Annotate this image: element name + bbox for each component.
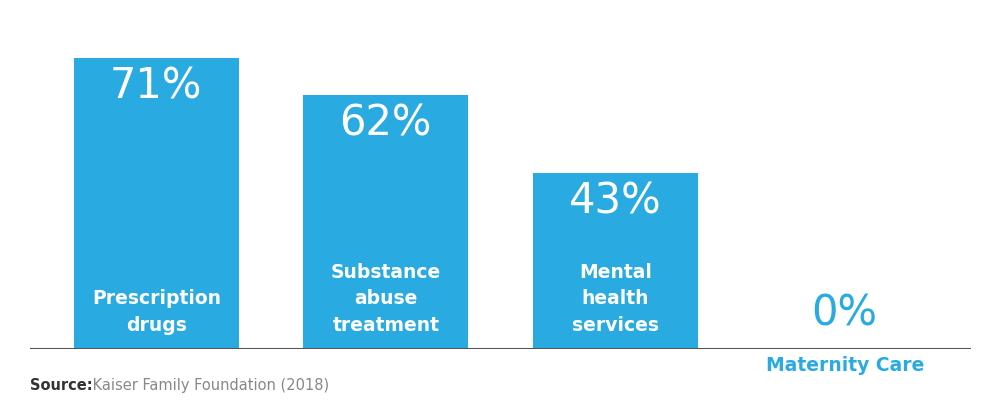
Text: Mental
health
services: Mental health services bbox=[572, 263, 659, 335]
Text: 62%: 62% bbox=[339, 103, 432, 145]
Bar bbox=[533, 173, 698, 349]
Text: 43%: 43% bbox=[569, 181, 662, 223]
Text: Kaiser Family Foundation (2018): Kaiser Family Foundation (2018) bbox=[88, 378, 329, 393]
Bar bbox=[303, 95, 468, 349]
Text: Maternity Care: Maternity Care bbox=[766, 356, 924, 374]
Text: 71%: 71% bbox=[110, 66, 202, 108]
Text: Prescription
drugs: Prescription drugs bbox=[92, 289, 221, 335]
Text: Substance
abuse
treatment: Substance abuse treatment bbox=[330, 263, 440, 335]
Text: 0%: 0% bbox=[812, 293, 878, 335]
Bar bbox=[74, 58, 239, 349]
Text: Source:: Source: bbox=[30, 378, 93, 393]
